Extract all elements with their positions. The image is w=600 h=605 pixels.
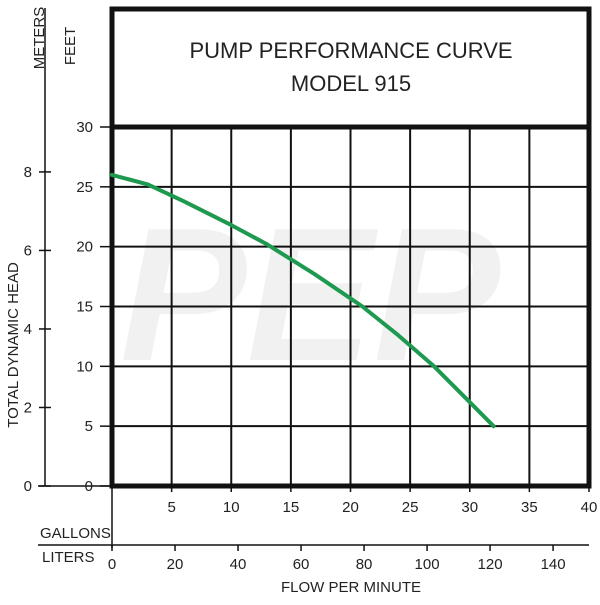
x-tick-label: 40: [581, 499, 598, 516]
feet-unit-label: FEET: [62, 27, 79, 65]
liters-tick-label: 40: [230, 556, 247, 573]
meters-tick-label: 0: [24, 478, 32, 495]
meters-tick-label: 6: [24, 242, 32, 259]
liters-tick-label: 60: [293, 556, 310, 573]
y-tick-label: 5: [85, 418, 93, 435]
x-tick-label: 10: [223, 499, 240, 516]
watermark-logo: PEP: [120, 189, 500, 401]
y-tick-label: 20: [76, 239, 93, 256]
chart-title: PUMP PERFORMANCE CURVE: [189, 38, 512, 63]
x-tick-label: 30: [461, 499, 478, 516]
meters-tick-label: 8: [24, 164, 32, 181]
x-tick-label: 20: [342, 499, 359, 516]
liters-tick-label: 120: [478, 556, 503, 573]
x-tick-label: 35: [521, 499, 538, 516]
liters-tick-label: 20: [167, 556, 184, 573]
y-tick-label: 25: [76, 179, 93, 196]
gallons-unit-label: GALLONS: [40, 525, 111, 542]
y-tick-label: 0: [85, 478, 93, 495]
y-tick-label: 15: [76, 299, 93, 316]
meters-unit-label: METERS: [31, 7, 48, 70]
performance-curve: [110, 172, 496, 429]
liters-tick-label: 140: [541, 556, 566, 573]
meters-tick-label: 2: [24, 399, 32, 416]
meters-tick-label: 4: [24, 321, 32, 338]
y-axis-label: TOTAL DYNAMIC HEAD: [5, 262, 22, 428]
liters-tick-label: 100: [415, 556, 440, 573]
liters-tick-label: 0: [108, 556, 116, 573]
liters-tick-label: 80: [356, 556, 373, 573]
x-tick-label: 15: [283, 499, 300, 516]
x-tick-label: 5: [167, 499, 175, 516]
x-axis-label: FLOW PER MINUTE: [281, 579, 421, 596]
x-tick-label: 25: [402, 499, 419, 516]
y-tick-label: 30: [76, 119, 93, 136]
y-tick-label: 10: [76, 358, 93, 375]
liters-unit-label: LITERS: [42, 549, 95, 566]
chart-subtitle: MODEL 915: [291, 71, 411, 96]
